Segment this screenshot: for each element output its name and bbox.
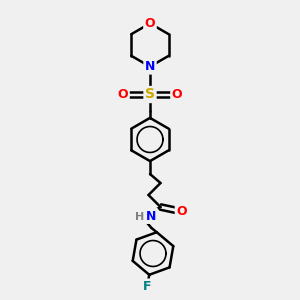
- Text: O: O: [145, 17, 155, 30]
- Text: O: O: [118, 88, 128, 101]
- Text: O: O: [172, 88, 182, 101]
- Text: N: N: [145, 60, 155, 73]
- Text: N: N: [146, 209, 157, 223]
- Text: H: H: [135, 212, 144, 223]
- Text: O: O: [176, 205, 187, 218]
- Text: F: F: [143, 280, 152, 293]
- Text: S: S: [145, 88, 155, 101]
